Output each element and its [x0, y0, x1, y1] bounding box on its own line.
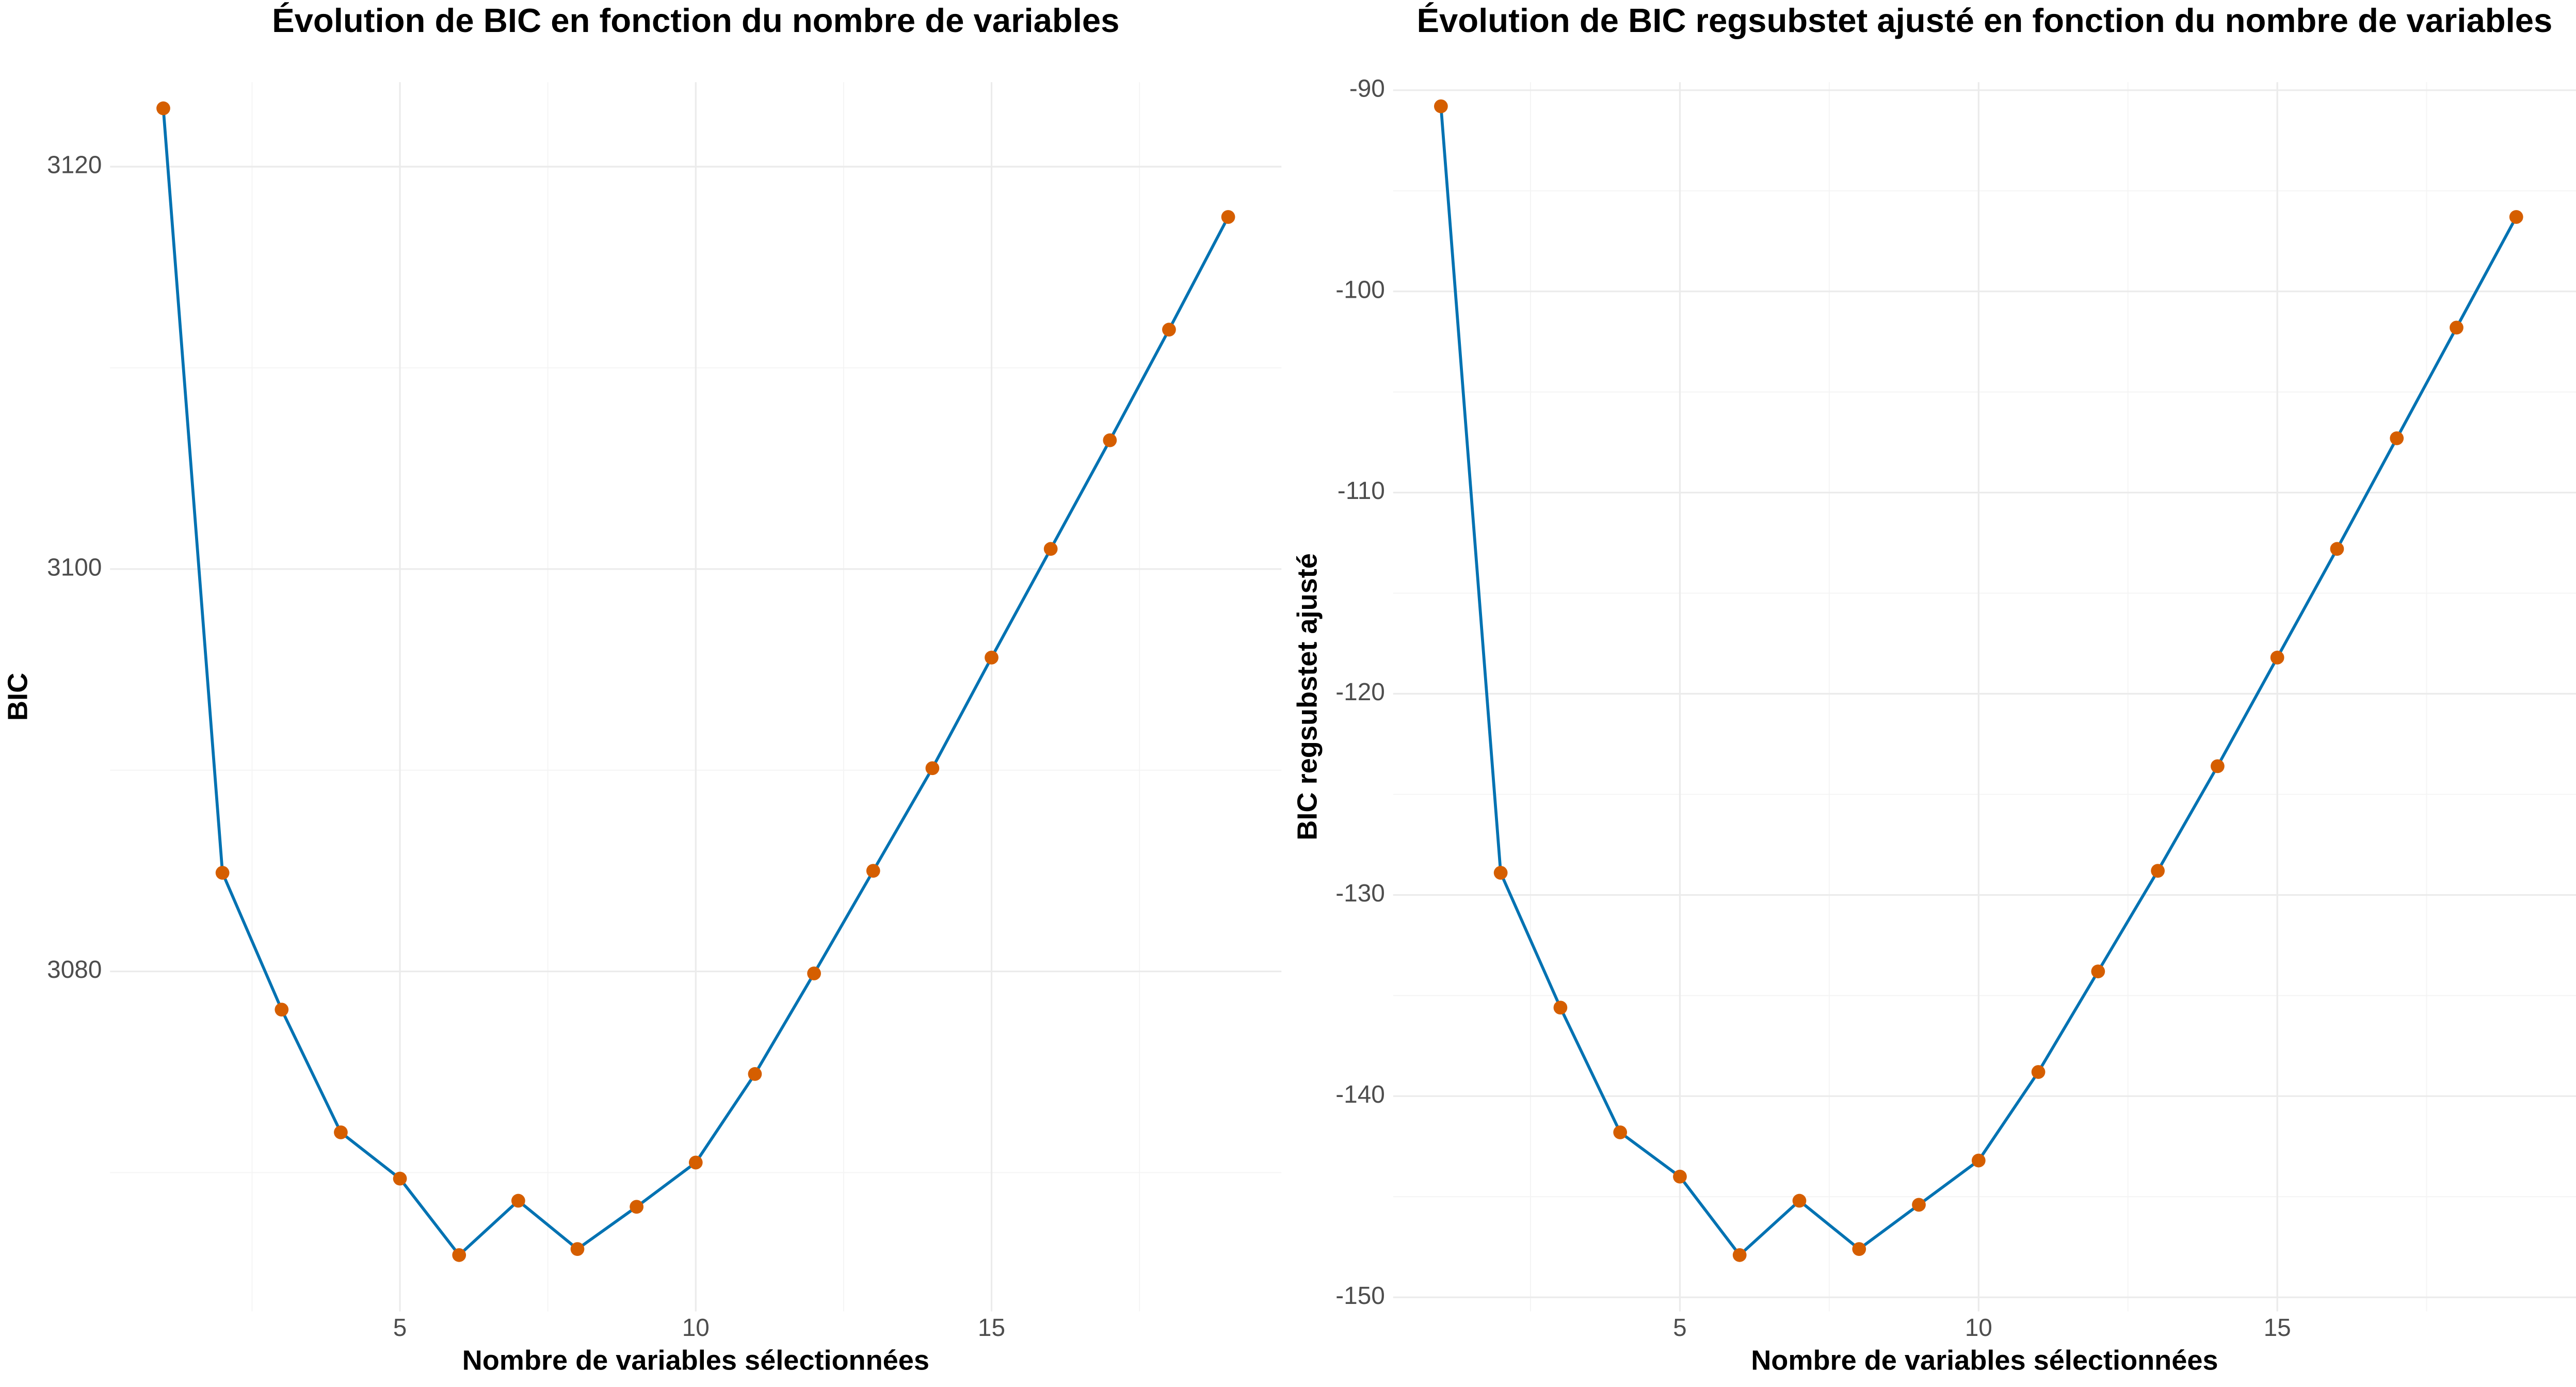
- data-point: [866, 864, 880, 878]
- data-point: [1792, 1194, 1807, 1208]
- data-point: [985, 650, 999, 665]
- data-point: [2330, 542, 2344, 556]
- y-tick-label: -110: [1338, 477, 1385, 505]
- data-point: [1673, 1169, 1687, 1184]
- data-point: [2509, 210, 2523, 224]
- x-tick-label: 5: [393, 1314, 407, 1342]
- chart-title: Évolution de BIC en fonction du nombre d…: [272, 2, 1119, 39]
- data-point: [1852, 1242, 1866, 1256]
- data-point: [1162, 322, 1176, 337]
- data-point: [688, 1155, 703, 1170]
- data-point: [1553, 1001, 1568, 1015]
- data-point: [215, 866, 230, 880]
- y-tick-label: -120: [1335, 679, 1385, 706]
- data-point: [2211, 759, 2225, 773]
- data-point: [1434, 99, 1448, 114]
- data-point: [156, 101, 170, 116]
- data-point: [2270, 650, 2284, 665]
- panel: -150 -140 -130 -120 -110 -100 -90 5 10 15 Évolutio…: [1292, 2, 2576, 1376]
- data-point: [2390, 431, 2404, 445]
- data-point: [1221, 210, 1235, 224]
- data-point: [630, 1200, 644, 1214]
- y-tick-label: 3120: [47, 152, 102, 179]
- data-point: [925, 761, 940, 776]
- x-tick-label: 5: [1673, 1314, 1687, 1342]
- y-tick-label: -90: [1349, 75, 1385, 102]
- data-point: [275, 1003, 289, 1017]
- data-point: [2031, 1065, 2046, 1079]
- x-tick-label: 10: [682, 1314, 710, 1342]
- data-point: [334, 1125, 348, 1139]
- y-axis-title: BIC: [3, 673, 34, 721]
- x-axis-title: Nombre de variables sélectionnées: [462, 1345, 929, 1376]
- data-point: [1732, 1248, 1747, 1262]
- data-point: [393, 1171, 407, 1186]
- y-tick-label: -150: [1335, 1282, 1385, 1310]
- data-point: [1043, 542, 1058, 556]
- data-point: [2450, 320, 2464, 335]
- data-point: [1912, 1198, 1926, 1212]
- data-point: [452, 1248, 466, 1262]
- y-tick-label: -130: [1335, 880, 1385, 907]
- x-tick-label: 15: [2264, 1314, 2291, 1342]
- data-point: [2151, 864, 2165, 878]
- chart-title: Évolution de BIC regsubstet ajusté en fo…: [1416, 2, 2552, 39]
- y-tick-label: -100: [1335, 276, 1385, 303]
- y-tick-label: 3100: [47, 554, 102, 581]
- data-point: [1103, 433, 1117, 447]
- data-point: [1613, 1125, 1628, 1139]
- data-point: [807, 966, 821, 980]
- x-tick-label: 10: [1965, 1314, 1992, 1342]
- y-tick-label: -140: [1335, 1081, 1385, 1108]
- y-axis-title: BIC regsubstet ajusté: [1292, 553, 1323, 841]
- data-point: [2091, 964, 2105, 978]
- x-tick-label: 15: [978, 1314, 1005, 1342]
- data-point: [511, 1194, 525, 1208]
- y-tick-label: 3080: [47, 956, 102, 983]
- x-axis-title: Nombre de variables sélectionnées: [1751, 1345, 2218, 1376]
- data-point: [748, 1067, 762, 1081]
- panel: 3080 3100 3120 5 10 15 Évolution de BIC en fon…: [3, 2, 1282, 1376]
- data-point: [570, 1242, 585, 1256]
- data-point: [1493, 866, 1508, 880]
- data-point: [1971, 1153, 1986, 1168]
